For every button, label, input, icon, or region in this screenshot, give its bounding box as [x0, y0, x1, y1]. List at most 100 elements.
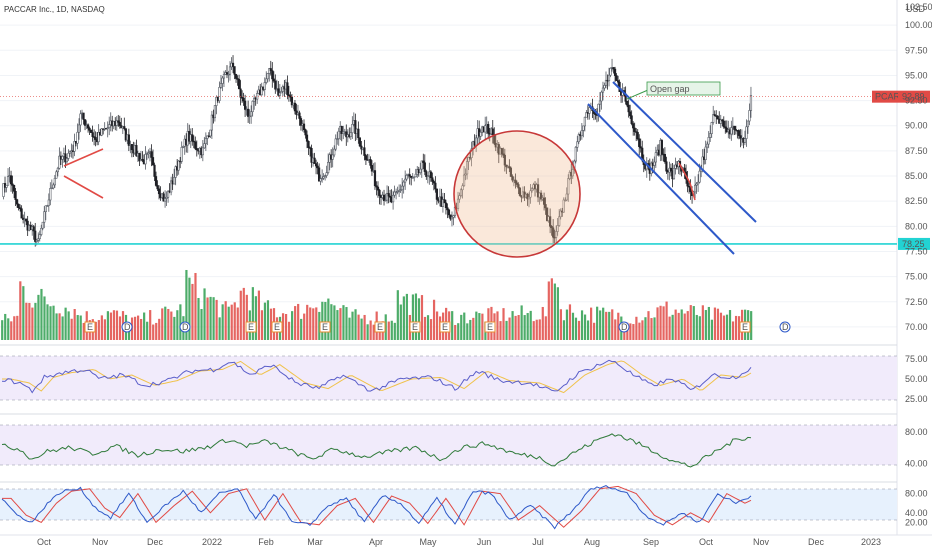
volume-bar	[550, 278, 553, 340]
volume-bar	[602, 307, 605, 340]
indicator-tick-label: 80.00	[905, 489, 928, 499]
candle-body	[609, 67, 612, 76]
candle-body	[376, 186, 380, 191]
candle-body	[414, 173, 417, 178]
candle-body	[307, 141, 310, 148]
volume-bar	[227, 306, 230, 340]
candle-body	[388, 195, 392, 198]
event-marker-label: E	[412, 322, 418, 332]
candle-body	[470, 148, 473, 159]
candle-body	[64, 153, 67, 163]
candle-body	[250, 111, 253, 117]
earnings-marker	[84, 321, 96, 333]
candle-body	[393, 191, 396, 196]
candle-body	[298, 112, 301, 119]
candle-body	[576, 141, 579, 148]
volume-bar	[547, 281, 550, 340]
candle-body	[698, 170, 701, 183]
volume-bar	[251, 287, 254, 340]
volume-bar	[19, 281, 22, 340]
candle-body	[518, 187, 522, 196]
candle-body	[706, 143, 709, 148]
volume-bar	[245, 294, 248, 340]
candle-body	[391, 194, 395, 203]
pennant-lower-line	[63, 175, 104, 199]
candle-body	[237, 78, 241, 90]
dividend-marker	[121, 321, 133, 333]
earnings-marker	[271, 321, 283, 333]
volume-bar	[420, 295, 424, 340]
candle-body	[233, 66, 236, 75]
volume-bar	[146, 321, 149, 340]
volume-bar	[472, 317, 475, 340]
candle-body	[127, 134, 130, 146]
volume-bar	[432, 299, 436, 340]
candle-body	[378, 189, 381, 196]
candle-body	[163, 198, 167, 202]
candle-body	[106, 127, 109, 129]
candle-body	[716, 115, 719, 120]
candle-body	[396, 191, 399, 193]
volume-bar	[300, 318, 303, 340]
candle-body	[165, 196, 168, 199]
candle-body	[515, 182, 519, 185]
candle-body	[56, 167, 59, 173]
candle-body	[615, 75, 618, 81]
event-marker-label: E	[87, 322, 93, 332]
candle-body	[156, 185, 159, 190]
candle-body	[713, 114, 716, 117]
candle-body	[256, 93, 259, 100]
candle-body	[302, 123, 306, 131]
volume-bar	[215, 299, 218, 340]
candle-body	[351, 124, 354, 134]
indicator-line	[1, 485, 752, 530]
candle-body	[11, 183, 14, 186]
volume-bar	[236, 307, 239, 340]
volume-bar	[333, 305, 336, 340]
candle-body	[47, 199, 50, 206]
volume-bar	[502, 308, 505, 340]
candle-body	[401, 185, 404, 191]
candle-body	[422, 160, 425, 164]
candle-body	[153, 164, 156, 177]
volume-bar	[656, 307, 659, 340]
candle-body	[491, 128, 494, 135]
price-tick-label: 90.00	[905, 121, 928, 131]
candle-body	[722, 120, 725, 128]
volume-bar	[668, 316, 671, 340]
candle-body	[68, 151, 72, 154]
candle-body	[46, 205, 49, 207]
candle-body	[719, 119, 722, 124]
candle-body	[484, 125, 487, 133]
volume-bar	[713, 307, 717, 340]
candle-body	[402, 181, 405, 187]
x-tick-label: Dec	[147, 537, 164, 547]
price-tick-label: 70.00	[905, 322, 928, 332]
candle-body	[194, 141, 197, 149]
volume-bar	[520, 305, 523, 340]
candle-body	[182, 146, 185, 148]
dividend-marker	[179, 321, 191, 333]
price-tick-label: 87.50	[905, 146, 928, 156]
volume-bar	[674, 309, 677, 340]
candle-body	[697, 181, 700, 185]
candle-body	[108, 124, 111, 128]
volume-bar	[559, 309, 562, 340]
volume-bar	[13, 316, 16, 340]
candle-body	[712, 114, 715, 123]
candle-body	[221, 77, 224, 84]
candle-body	[695, 183, 698, 186]
volume-bar	[76, 315, 79, 340]
volume-bar	[532, 321, 535, 340]
candle-body	[231, 62, 235, 67]
volume-bar	[224, 301, 227, 340]
volume-bar	[599, 310, 602, 340]
volume-bar	[288, 321, 291, 340]
candle-body	[263, 82, 266, 90]
volume-bar	[553, 283, 556, 340]
earnings-marker	[484, 321, 496, 333]
volume-bar	[411, 294, 415, 340]
indicator-tick-label: 75.00	[905, 354, 928, 364]
